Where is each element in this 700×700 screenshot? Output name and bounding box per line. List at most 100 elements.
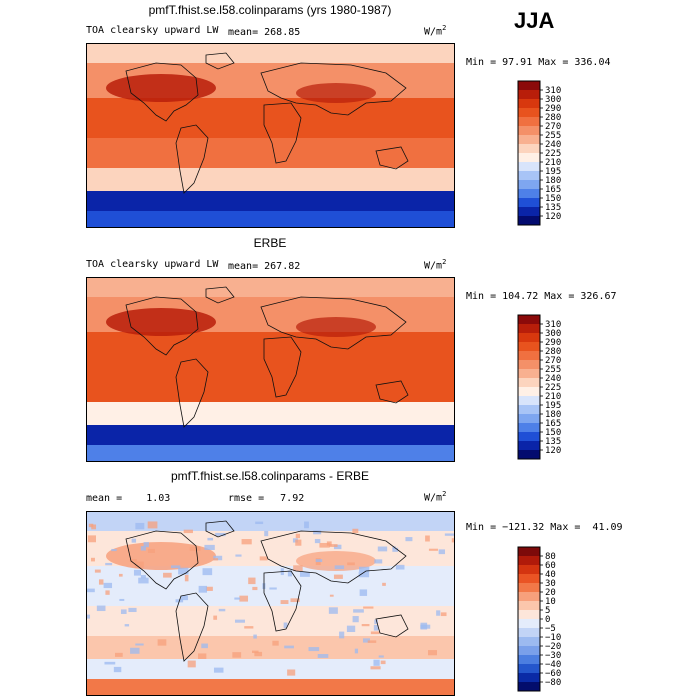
colorbar-tick-label: 80 <box>545 552 556 562</box>
zonal-band <box>86 372 455 402</box>
anomaly-patch <box>352 528 359 534</box>
anomaly-patch <box>147 548 155 553</box>
stat-label: mean= <box>228 261 259 272</box>
anomaly-patch <box>359 566 370 572</box>
zonal-band <box>86 636 455 659</box>
zonal-band <box>86 211 455 228</box>
anomaly-patch <box>428 650 437 656</box>
stat-label: rmse = <box>228 493 265 504</box>
anomaly-patch <box>304 521 309 529</box>
zonal-band <box>86 445 455 462</box>
zonal-band <box>86 679 455 696</box>
anomaly-patch <box>444 533 455 536</box>
anomaly-patch <box>254 651 263 657</box>
continent-outline <box>260 296 407 350</box>
anomaly-patch <box>120 609 127 614</box>
colorbar-tick-label: 270 <box>545 122 561 132</box>
colorbar-swatch <box>518 81 540 91</box>
units-base: W/m <box>424 260 443 272</box>
colorbar-swatch <box>518 646 540 656</box>
anomaly-patch <box>362 638 370 643</box>
panel-title: ERBE <box>253 236 287 250</box>
anomaly-patch <box>213 555 223 561</box>
colorbar-tick-label: 30 <box>545 579 556 589</box>
continent-outline <box>205 52 235 70</box>
anomaly-patch <box>361 623 370 627</box>
zonal-band <box>86 425 455 445</box>
colorbar-swatch <box>518 144 540 154</box>
anomaly-patch <box>367 640 377 643</box>
anomaly-patch <box>255 521 264 525</box>
stat-value: 268.85 <box>264 27 301 38</box>
stat-value: 7.92 <box>280 493 305 504</box>
colorbar-tick-label: 180 <box>545 410 561 420</box>
colorbar-tick-label: −20 <box>545 642 561 652</box>
anomaly-patch <box>90 557 95 562</box>
colorbar-swatch <box>518 180 540 190</box>
anomaly-patch <box>314 538 321 544</box>
stat-label: mean= <box>228 27 259 38</box>
colorbar-tick-label: 240 <box>545 140 561 150</box>
colorbar-tick-label: 135 <box>545 203 561 213</box>
anomaly-patch <box>234 597 240 600</box>
anomaly-patch <box>438 549 446 555</box>
colorbar-swatch <box>518 450 540 460</box>
colorbar-tick-label: −30 <box>545 651 561 661</box>
hot-region <box>106 542 216 570</box>
anomaly-patch <box>215 532 226 537</box>
colorbar-swatch <box>518 547 540 557</box>
anomaly-patch <box>180 595 189 601</box>
colorbar-tick-label: −80 <box>545 678 561 688</box>
min-max-label: Min = 104.72 Max = 326.67 <box>466 291 617 302</box>
map-frame <box>86 43 455 228</box>
anomaly-patch <box>134 561 144 568</box>
colorbar-swatch <box>518 414 540 424</box>
anomaly-patch <box>287 669 296 676</box>
continent-outline <box>263 570 302 632</box>
zonal-band <box>86 138 455 168</box>
colorbar-tick-label: 240 <box>545 374 561 384</box>
anomaly-patch <box>98 579 104 585</box>
anomaly-patch <box>184 574 189 582</box>
anomaly-patch <box>178 567 189 575</box>
anomaly-patch <box>163 572 172 578</box>
colorbar-swatch <box>518 153 540 163</box>
colorbar-model: 3103002902802702552402252101951801651501… <box>517 80 561 226</box>
zonal-band <box>86 606 455 636</box>
colorbar-swatch <box>518 324 540 334</box>
continent-outline <box>175 124 209 194</box>
zonal-band <box>86 277 455 297</box>
anomaly-patch <box>128 607 137 613</box>
anomaly-patch <box>232 652 242 658</box>
zonal-band <box>86 191 455 211</box>
colorbar-swatch <box>518 189 540 199</box>
units-base: W/m <box>424 492 443 504</box>
units-label: W/m2 <box>424 490 446 503</box>
anomaly-patch <box>295 539 302 546</box>
anomaly-patch <box>347 562 355 566</box>
anomaly-patch <box>202 568 213 576</box>
colorbar-swatch <box>518 333 540 343</box>
colorbar-swatch <box>518 664 540 674</box>
zonal-band <box>86 511 455 531</box>
anomaly-patch <box>239 595 249 602</box>
colorbar-swatch <box>518 135 540 145</box>
colorbar-swatch <box>518 637 540 647</box>
map-diff <box>86 511 455 696</box>
colorbar-swatch <box>518 682 540 692</box>
colorbar-swatch <box>518 360 540 370</box>
colorbar-tick-label: 135 <box>545 437 561 447</box>
anomaly-patch <box>370 666 381 670</box>
anomaly-patch <box>395 564 405 570</box>
colorbar-tick-label: 195 <box>545 167 561 177</box>
anomaly-patch <box>140 575 146 579</box>
units-label: W/m2 <box>424 24 446 37</box>
colorbar-swatch <box>518 673 540 683</box>
colorbar-tick-label: 120 <box>545 212 561 222</box>
anomaly-patch <box>354 648 359 654</box>
colorbar-tick-label: 280 <box>545 113 561 123</box>
anomaly-patch <box>133 569 142 576</box>
anomaly-patch <box>88 523 94 528</box>
zonal-band <box>86 402 455 425</box>
colorbar-tick-label: 210 <box>545 158 561 168</box>
